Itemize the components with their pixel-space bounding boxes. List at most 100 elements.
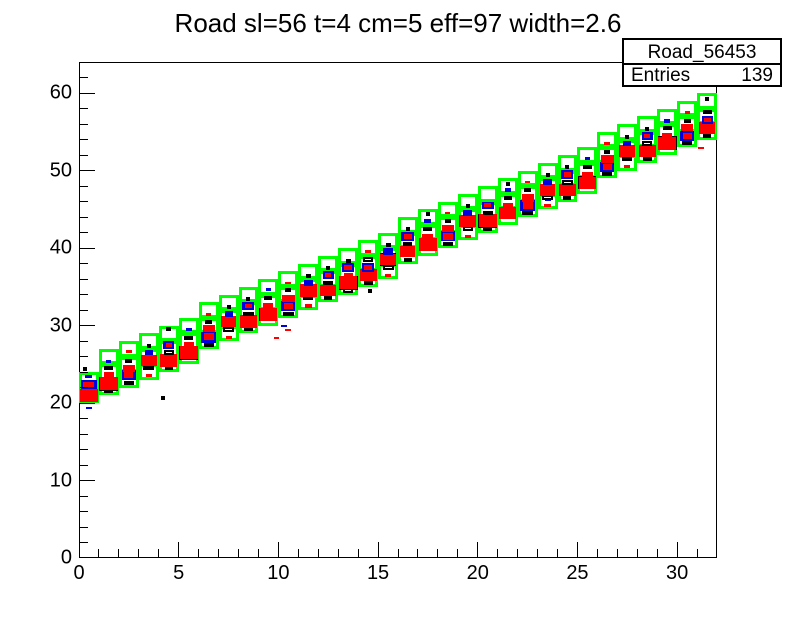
x-tick-label: 10 <box>267 562 290 584</box>
hit-box-red <box>160 354 178 367</box>
hit-box-open <box>462 226 473 231</box>
hit-box-open <box>345 259 351 264</box>
hit-box-open <box>164 366 173 371</box>
hit-box-red <box>125 350 132 354</box>
road-cell <box>98 348 119 365</box>
y-minor-tick <box>80 433 88 435</box>
y-tick-label: 0 <box>60 546 72 569</box>
y-minor-tick <box>80 232 88 233</box>
hit-box-red <box>522 201 533 209</box>
hit-box-blue <box>144 349 153 356</box>
y-minor-tick <box>80 77 88 78</box>
hit-box-red <box>225 336 232 340</box>
road-cell <box>697 93 717 109</box>
y-minor-tick <box>80 371 88 373</box>
y-minor-tick <box>80 201 88 202</box>
hit-box-open <box>642 156 652 161</box>
hit-box-red <box>99 377 118 391</box>
y-minor-tick <box>80 108 88 109</box>
hit-box-open <box>604 149 611 154</box>
hit-box-red <box>103 372 114 378</box>
hit-box-red <box>682 132 692 139</box>
hit-box-red <box>122 364 135 372</box>
hit-box-red <box>304 304 312 308</box>
hit-box-open <box>243 327 253 332</box>
hit-box-open <box>163 350 174 355</box>
x-minor-tick <box>257 549 259 557</box>
hit-box-red <box>285 328 292 332</box>
y-minor-tick <box>80 526 88 528</box>
hit-box-red <box>600 155 614 163</box>
y-minor-tick <box>80 278 88 280</box>
hit-box-open <box>203 342 214 347</box>
road-cell <box>158 325 179 341</box>
hit-box-open <box>242 311 254 317</box>
hit-box-red <box>484 203 492 208</box>
hit-box-red <box>299 284 317 297</box>
x-major-tick <box>178 542 180 557</box>
y-minor-tick <box>80 495 88 497</box>
hit-box-red <box>478 214 497 228</box>
road-cell <box>517 170 538 186</box>
hit-box-red <box>202 325 215 333</box>
x-minor-tick <box>297 549 299 557</box>
plot-title: Road sl=56 t=4 cm=5 eff=97 width=2.6 <box>174 8 622 38</box>
hit-box-open <box>683 118 691 123</box>
y-major-tick <box>80 247 95 249</box>
hit-box-open <box>324 296 333 301</box>
hit-box-red <box>244 303 252 309</box>
hit-box-open <box>382 265 394 270</box>
y-minor-tick <box>80 139 88 140</box>
hit-box-red <box>273 336 279 340</box>
hit-box-open <box>703 133 711 138</box>
hit-box-red <box>124 372 134 379</box>
hit-box-open <box>264 296 273 301</box>
hit-box-red <box>221 316 236 328</box>
road-cell <box>577 147 598 163</box>
y-minor-tick <box>80 542 88 543</box>
hit-box-blue <box>85 375 93 379</box>
hit-box-open <box>160 395 165 400</box>
y-minor-tick <box>80 418 88 419</box>
y-tick-label: 50 <box>49 159 72 181</box>
hit-box-red <box>359 268 377 282</box>
hit-box-open <box>363 280 373 285</box>
hit-box-open <box>143 365 155 371</box>
road-cell <box>258 279 279 295</box>
x-minor-tick <box>656 549 658 557</box>
hit-box-red <box>259 308 277 321</box>
hit-box-open <box>123 380 134 385</box>
x-tick-label: 15 <box>366 562 390 584</box>
hit-box-red <box>365 250 372 254</box>
hit-box-red <box>681 124 694 132</box>
hit-box-red <box>339 276 358 290</box>
hit-box-open <box>323 280 334 286</box>
hit-box-blue <box>504 188 511 192</box>
hit-box-red <box>459 214 477 228</box>
hit-box-blue <box>265 288 271 292</box>
x-minor-tick <box>118 549 120 557</box>
x-minor-tick <box>557 549 558 557</box>
y-minor-tick <box>80 309 88 311</box>
hit-box-red <box>325 273 332 278</box>
hit-box-red <box>285 281 292 285</box>
hit-box-open <box>303 296 314 301</box>
hit-box-open <box>166 327 172 332</box>
hit-box-open <box>282 311 294 317</box>
hit-box-red <box>658 136 677 150</box>
road-cell <box>497 178 518 194</box>
x-major-tick <box>277 542 279 557</box>
hit-box-open <box>326 266 331 271</box>
hit-box-red <box>581 171 593 178</box>
road-cell <box>118 341 139 357</box>
hit-box-open <box>602 172 613 177</box>
y-tick-label: 10 <box>49 469 72 491</box>
road-cell <box>477 186 498 202</box>
hit-box-red <box>684 111 690 114</box>
hit-box-red <box>263 303 274 309</box>
y-minor-tick <box>80 340 88 342</box>
hit-box-red <box>619 145 636 157</box>
x-major-tick <box>676 542 678 557</box>
stats-hist-name: Road_56453 <box>624 40 780 65</box>
hit-box-red <box>183 342 194 348</box>
